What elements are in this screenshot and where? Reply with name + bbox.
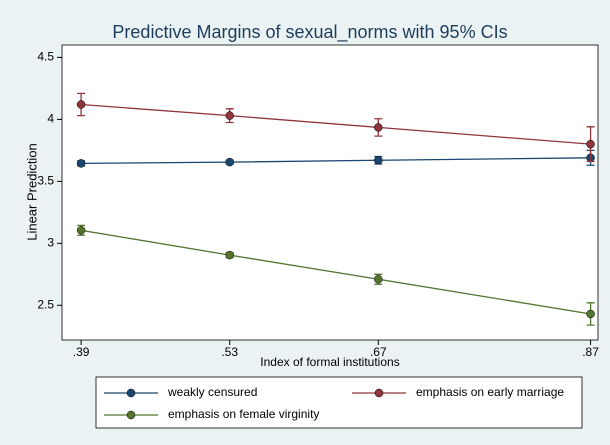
- point: [225, 157, 234, 167]
- plot-area: [61, 44, 599, 341]
- y-tick-label: 4.5: [37, 50, 54, 64]
- legend-label: emphasis on early marriage: [416, 385, 564, 399]
- chart-title: Predictive Margins of sexual_norms with …: [112, 22, 507, 43]
- x-tick-label: .87: [582, 345, 599, 359]
- point: [586, 309, 595, 319]
- x-tick-label: .53: [221, 345, 238, 359]
- legend-marker: [126, 388, 136, 398]
- series-line: [80, 229, 591, 315]
- legend-marker: [374, 388, 384, 398]
- legend-marker: [126, 410, 136, 420]
- series-line: [81, 157, 591, 165]
- legend-label: weakly censured: [167, 385, 257, 399]
- legend-label: emphasis on female virginity: [168, 407, 319, 421]
- y-axis-label: Linear Prediction: [24, 143, 39, 241]
- series-line: [81, 103, 591, 145]
- point: [374, 275, 383, 284]
- point: [374, 123, 383, 132]
- point: [225, 111, 234, 120]
- x-axis-label: Index of formal institutions: [260, 355, 399, 369]
- point: [225, 250, 234, 260]
- point: [586, 139, 595, 149]
- point: [374, 156, 383, 165]
- y-tick-label: 4: [47, 112, 54, 126]
- x-tick-label: .39: [73, 345, 90, 359]
- y-tick-label: 2.5: [37, 297, 54, 311]
- y-tick-label: 3: [47, 235, 54, 249]
- x-tick-label: .67: [370, 345, 387, 359]
- point: [76, 226, 86, 235]
- point: [76, 100, 86, 109]
- y-tick-label: 3.5: [37, 174, 54, 188]
- legend: [95, 376, 583, 429]
- point: [76, 159, 86, 168]
